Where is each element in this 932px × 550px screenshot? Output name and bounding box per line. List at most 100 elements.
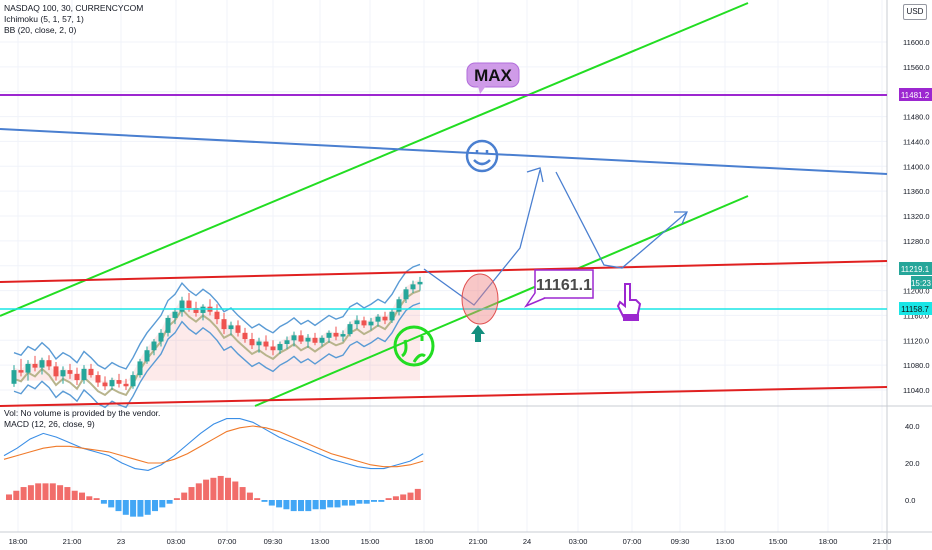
macd-hist-bar	[319, 500, 326, 510]
candle-body	[291, 335, 297, 341]
candle-body	[298, 335, 304, 342]
candle-body	[249, 339, 255, 346]
candle-body	[368, 321, 374, 326]
callout-value: 11161.1	[536, 277, 592, 294]
candle-body	[81, 368, 87, 381]
badge-current-price: 11219.1 15:23	[899, 262, 932, 289]
legend-macd[interactable]: MACD (12, 26, close, 9)	[4, 419, 95, 429]
green-channel-lower[interactable]	[254, 195, 749, 407]
price-tick-label: 11320.0	[903, 212, 930, 221]
macd-hist-bar	[130, 500, 137, 517]
candle-body	[137, 361, 143, 376]
macd-hist-bar	[181, 492, 188, 500]
sick-face-icon	[393, 325, 435, 367]
price-tick-label: 11120.0	[903, 336, 929, 345]
macd-hist-bar	[173, 498, 180, 500]
projection-path[interactable]	[423, 169, 541, 306]
candle-body	[88, 368, 94, 376]
candle-body	[144, 350, 150, 362]
time-axis[interactable]: 18:00 21:00 23 03:00 07:00 09:30 13:00 15:00 18:…	[0, 531, 932, 546]
macd-hist-bar	[203, 479, 210, 500]
candle-body	[200, 306, 206, 313]
time-tick-label: 15:00	[361, 537, 380, 546]
legend-volume[interactable]: Vol: No volume is provided by the vendor…	[4, 408, 161, 418]
red-channel-upper[interactable]	[0, 260, 888, 283]
macd-hist-bar	[225, 477, 231, 500]
candle-body	[53, 366, 59, 377]
bollinger-bands	[13, 263, 421, 409]
candle-body	[347, 324, 353, 335]
macd-hist-bar	[261, 500, 268, 502]
macd-hist-bar	[166, 500, 173, 504]
time-tick-label: 21:00	[63, 537, 82, 546]
legend-ichimoku[interactable]: Ichimoku (5, 1, 57, 1)	[4, 14, 84, 24]
candle-body	[130, 375, 136, 387]
candle-body	[123, 383, 129, 387]
main-plot-area[interactable]	[0, 0, 887, 406]
time-tick-label: 23	[117, 537, 125, 546]
candle-body	[60, 370, 66, 377]
time-tick-label: 13:00	[716, 537, 735, 546]
candle-body	[158, 332, 164, 342]
candle-body	[410, 284, 416, 290]
price-callout[interactable]: 11161.1	[523, 269, 594, 308]
price-tick-label: 11440.0	[903, 137, 930, 146]
price-tick-label: 11600.0	[903, 38, 930, 47]
macd-hist-bar	[13, 490, 20, 500]
candle-body	[312, 337, 318, 343]
blue-trend-line[interactable]	[0, 128, 888, 175]
price-tick-label: 11280.0	[903, 237, 930, 246]
projection-path-2[interactable]	[555, 171, 687, 269]
signal-line	[3, 425, 424, 468]
macd-hist-bar	[363, 500, 370, 504]
max-label-text: MAX	[474, 66, 512, 85]
macd-hist-bar	[276, 500, 283, 508]
cloud-fill	[14, 279, 420, 384]
candle-body	[74, 373, 80, 381]
macd-axis: 40.0 20.0 0.0	[905, 422, 920, 505]
legend-bb[interactable]: BB (20, close, 2, 0)	[4, 25, 77, 35]
macd-hist-bar	[115, 500, 122, 512]
macd-hist-bar	[356, 500, 363, 504]
time-tick-label: 07:00	[218, 537, 237, 546]
candle-body	[403, 289, 409, 300]
macd-hist-bar	[108, 500, 115, 508]
projection-arrowhead-1	[526, 167, 544, 183]
candle-body	[39, 360, 45, 368]
time-tick-label: 09:30	[671, 537, 690, 546]
badge-cyan-line: 11158.7	[899, 302, 932, 315]
time-tick-label: 18:00	[415, 537, 434, 546]
macd-tick-label: 0.0	[905, 496, 915, 505]
candle-body	[18, 370, 24, 373]
currency-button[interactable]: USD	[903, 4, 927, 20]
badge-top-line: 11481.2	[899, 88, 932, 101]
max-label[interactable]: MAX	[466, 62, 520, 94]
legend-symbol[interactable]: NASDAQ 100, 30, CURRENCYCOM	[4, 3, 144, 13]
macd-hist-bar	[232, 481, 239, 500]
macd-hist-bar	[210, 477, 217, 500]
candle-body	[235, 325, 241, 333]
macd-hist-bar	[407, 492, 414, 500]
candle-body	[284, 340, 290, 345]
highlight-ellipse[interactable]	[461, 273, 499, 325]
green-channel-upper[interactable]	[0, 2, 749, 317]
macd-tick-label: 40.0	[905, 422, 920, 431]
time-tick-label: 18:00	[9, 537, 28, 546]
smiley-face-icon	[465, 139, 499, 173]
svg-text:11158.7: 11158.7	[901, 305, 929, 314]
macd-hist-bar	[246, 492, 253, 500]
macd-hist-bar	[371, 500, 377, 502]
candle-body	[102, 382, 108, 387]
red-channel-lower[interactable]	[0, 386, 888, 407]
macd-panel[interactable]	[3, 418, 424, 517]
macd-hist-bar	[64, 487, 71, 500]
macd-hist-bar	[137, 500, 144, 517]
macd-hist-bar	[122, 500, 129, 515]
macd-hist-bar	[305, 500, 312, 512]
time-tick-label: 18:00	[819, 537, 838, 546]
candle-body	[242, 332, 248, 340]
macd-hist-bar	[312, 500, 319, 510]
time-tick-label: 09:30	[264, 537, 283, 546]
time-tick-label: 03:00	[167, 537, 186, 546]
